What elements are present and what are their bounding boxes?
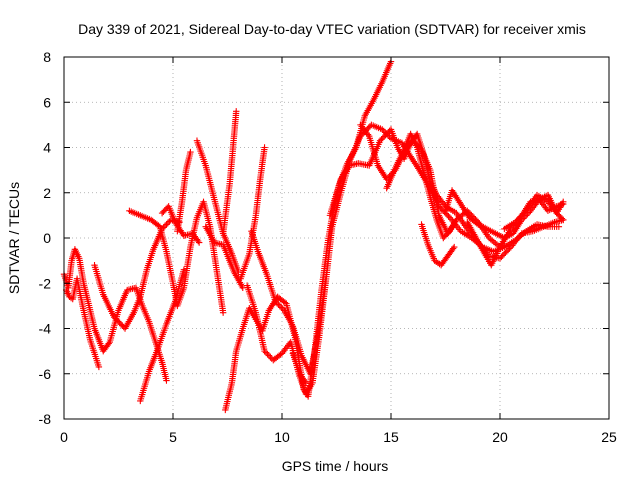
series-arc19 bbox=[418, 221, 458, 269]
y-tick-label: 2 bbox=[43, 185, 51, 201]
data-point-markers bbox=[174, 148, 194, 235]
data-point-markers bbox=[219, 108, 240, 237]
x-tick-label: 0 bbox=[60, 429, 68, 445]
series-arc6 bbox=[158, 203, 203, 246]
series-arc10 bbox=[219, 108, 240, 237]
series-arc18 bbox=[383, 130, 460, 242]
x-tick-label: 25 bbox=[601, 429, 617, 445]
series-arc3 bbox=[91, 216, 183, 332]
data-point-markers bbox=[158, 203, 203, 246]
y-tick-label: 6 bbox=[43, 94, 51, 110]
x-tick-label: 15 bbox=[383, 429, 399, 445]
series-arc15 bbox=[289, 350, 310, 386]
y-tick-label: 8 bbox=[43, 49, 51, 65]
x-axis-label: GPS time / hours bbox=[282, 458, 389, 474]
x-tick-label: 20 bbox=[492, 429, 508, 445]
x-tick-label: 5 bbox=[169, 429, 177, 445]
data-point-markers bbox=[418, 221, 458, 269]
series-arc22 bbox=[501, 191, 567, 233]
y-tick-label: -8 bbox=[39, 411, 52, 427]
y-tick-label: 0 bbox=[43, 230, 51, 246]
y-tick-label: -4 bbox=[39, 321, 52, 337]
series-arc9 bbox=[202, 223, 246, 291]
y-tick-label: 4 bbox=[43, 140, 51, 156]
data-point-markers bbox=[383, 130, 460, 242]
data-point-markers bbox=[91, 216, 183, 332]
data-point-markers bbox=[62, 275, 103, 371]
data-point-markers bbox=[289, 350, 310, 386]
data-point-markers bbox=[501, 191, 567, 233]
data-point-markers bbox=[202, 223, 246, 291]
data-point-markers bbox=[464, 218, 502, 269]
series-arc7 bbox=[174, 148, 194, 235]
series-arc5 bbox=[137, 266, 188, 405]
y-tick-label: -6 bbox=[39, 366, 52, 382]
x-tick-label: 10 bbox=[274, 429, 290, 445]
chart-title: Day 339 of 2021, Sidereal Day-to-day VTE… bbox=[78, 21, 586, 37]
data-point-markers bbox=[137, 266, 188, 405]
y-axis-label: SDTVAR / TECUs bbox=[6, 182, 22, 294]
series-arc2 bbox=[62, 275, 103, 371]
series-arc21 bbox=[464, 218, 502, 269]
y-tick-label: -2 bbox=[39, 275, 52, 291]
axis-ticks: 0 5 10 15 20 25 -8 -6 -4 -2 0 2 4 6 8 bbox=[39, 49, 617, 445]
